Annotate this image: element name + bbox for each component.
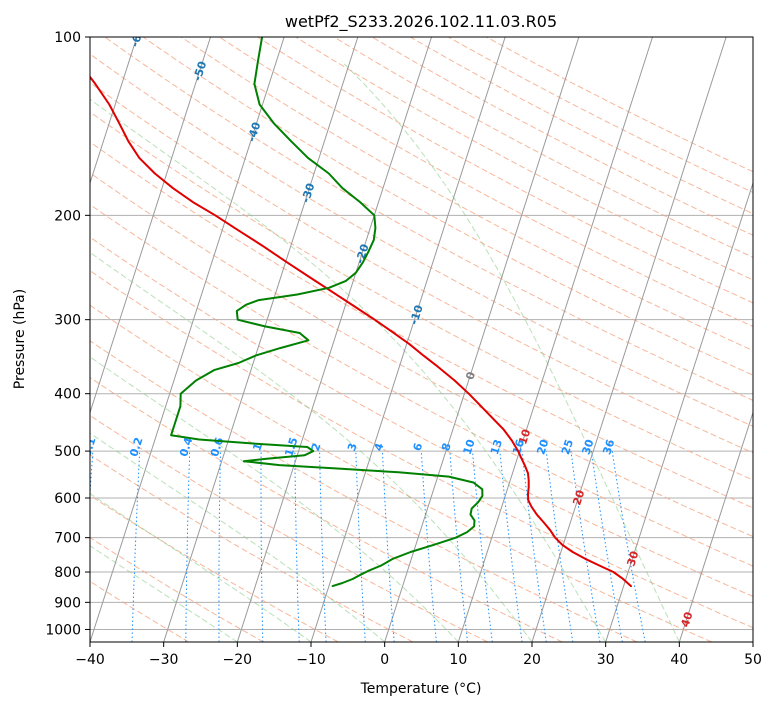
isotherm <box>0 37 63 642</box>
x-axis-label: Temperature (°C) <box>360 681 482 697</box>
dry-adiabat <box>0 37 775 642</box>
mixing-ratio-line <box>546 451 573 642</box>
mixing-ratio-line <box>591 451 622 642</box>
dry-adiabat <box>0 37 775 642</box>
dry-adiabat <box>0 37 775 642</box>
dry-adiabat <box>181 37 775 642</box>
dry-adiabat <box>0 37 775 642</box>
mixing-ratio-line <box>356 451 366 642</box>
dry-adiabat <box>219 37 775 642</box>
moist-adiabat <box>0 62 237 643</box>
y-tick-label: 400 <box>54 387 81 403</box>
dry-adiabat <box>0 37 189 642</box>
x-tick-label: −40 <box>75 652 105 668</box>
x-tick-label: 0 <box>380 652 389 668</box>
isotherm-label: -10 <box>407 303 426 326</box>
mixing-ratio-label: 0.2 <box>127 436 145 459</box>
x-tick-label: 10 <box>449 652 467 668</box>
mixing-ratio-label: 30 <box>580 437 597 456</box>
x-tick-label: 40 <box>670 652 688 668</box>
y-tick-label: 500 <box>54 444 81 460</box>
isotherm <box>16 37 210 642</box>
temperature-profile <box>58 37 631 586</box>
y-tick-label: 900 <box>54 595 81 611</box>
x-tick-label: 20 <box>523 652 541 668</box>
isotherm <box>458 37 652 642</box>
isotherm <box>679 37 775 642</box>
isotherm-label: 30 <box>624 549 641 568</box>
y-tick-label: 700 <box>54 531 81 547</box>
mixing-ratio-label: 13 <box>488 438 505 457</box>
x-tick-label: 30 <box>597 652 615 668</box>
dry-adiabat <box>0 37 264 642</box>
mixing-ratio-line <box>186 451 190 642</box>
y-tick-label: 300 <box>54 313 81 329</box>
x-tick-label: 50 <box>744 652 762 668</box>
y-tick-label: 1000 <box>45 622 81 638</box>
dry-adiabat <box>67 37 775 642</box>
plot-area: -100-90-80-70-60-50-40-30-20-10010203040… <box>0 22 775 642</box>
mixing-ratio-label: 25 <box>559 438 576 457</box>
dry-adiabat <box>0 37 775 642</box>
mixing-ratio-line <box>261 451 263 642</box>
isotherm <box>753 37 775 642</box>
y-tick-label: 800 <box>54 565 81 581</box>
mixing-ratio-line <box>382 451 394 642</box>
mixing-ratio-line <box>132 451 140 642</box>
dry-adiabat <box>0 37 413 642</box>
dry-adiabat <box>0 37 637 642</box>
dry-adiabat <box>448 37 775 642</box>
isotherm-label: -50 <box>191 59 210 82</box>
chart-title: wetPf2_S233.2026.102.11.03.R05 <box>285 12 557 32</box>
y-axis-label: Pressure (hPa) <box>12 289 28 389</box>
mixing-ratio-line <box>522 451 546 642</box>
mixing-ratio-line <box>295 451 299 642</box>
plot-frame <box>90 37 753 642</box>
mixing-ratio-line <box>219 451 221 642</box>
isotherm-label: 40 <box>679 610 696 629</box>
x-tick-label: −10 <box>296 652 326 668</box>
dry-adiabat <box>410 37 775 642</box>
mixing-ratio-label: 0.1 <box>80 436 98 459</box>
isotherm-label: -30 <box>299 181 318 204</box>
isotherm-label: -40 <box>245 120 264 143</box>
moist-adiabat <box>0 62 385 643</box>
y-tick-label: 100 <box>54 30 81 46</box>
dry-adiabat <box>143 37 775 642</box>
mixing-ratio-label: 36 <box>600 437 617 456</box>
x-tick-label: −30 <box>149 652 179 668</box>
dry-adiabat <box>0 37 775 642</box>
y-tick-label: 200 <box>54 208 81 224</box>
moist-adiabat <box>0 62 311 643</box>
y-tick-label: 600 <box>54 491 81 507</box>
isotherm-label: 20 <box>570 488 587 507</box>
dry-adiabat <box>372 37 775 642</box>
isotherm-label: 0 <box>463 370 478 382</box>
mixing-ratio-label: 10 <box>461 437 478 456</box>
mixing-ratio-label: 20 <box>534 437 551 456</box>
x-tick-label: −20 <box>223 652 253 668</box>
dry-adiabat <box>0 37 338 642</box>
